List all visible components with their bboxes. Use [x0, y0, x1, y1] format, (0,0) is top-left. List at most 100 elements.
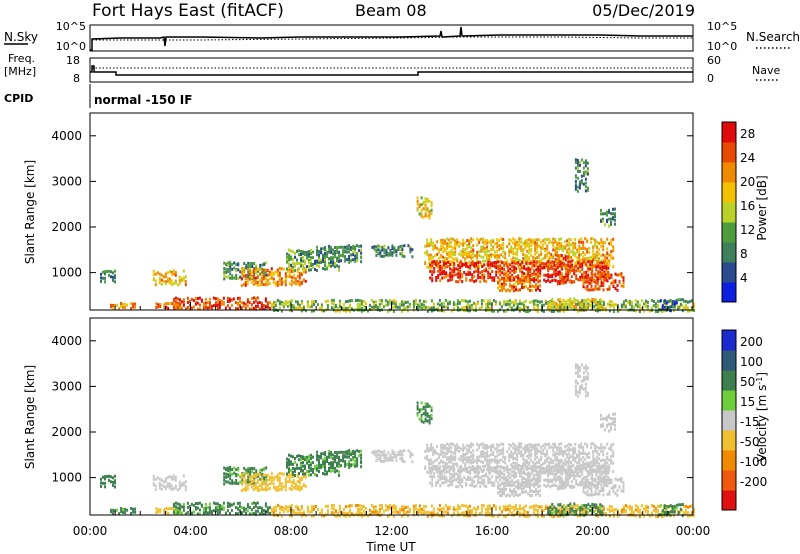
velocity-cell — [535, 477, 537, 481]
velocity-cell — [536, 449, 539, 453]
power-cell — [426, 209, 429, 213]
velocity-cell — [424, 417, 427, 421]
velocity-cell — [246, 487, 249, 491]
power-cell — [671, 300, 674, 304]
power-cell — [464, 305, 467, 309]
velocity-cell — [256, 472, 259, 476]
power-cell — [496, 238, 499, 242]
power-cell — [449, 278, 452, 282]
velocity-cell — [519, 474, 521, 478]
power-cell — [444, 241, 447, 245]
velocity-cell — [352, 456, 355, 460]
power-cell — [534, 252, 537, 256]
power-cell — [300, 271, 303, 275]
power-cell — [334, 305, 337, 309]
power-cell — [557, 298, 560, 302]
velocity-cell — [174, 478, 177, 482]
velocity-cell — [556, 469, 559, 473]
power-cell — [543, 266, 546, 270]
power-cell — [268, 277, 271, 281]
power-cell — [578, 180, 581, 184]
velocity-cell — [409, 452, 412, 456]
power-cell — [450, 245, 453, 249]
power-cell — [374, 305, 377, 309]
power-cell — [336, 309, 339, 313]
power-cell — [535, 288, 537, 292]
power-cell — [474, 302, 477, 306]
power-cell — [547, 267, 550, 271]
power-cell — [602, 241, 605, 244]
power-cell — [428, 258, 431, 262]
velocity-cell — [438, 461, 441, 465]
power-cell — [602, 303, 605, 306]
power-cell — [558, 299, 561, 303]
power-cell — [534, 257, 537, 261]
velocity-cell — [302, 483, 305, 487]
power-cell — [592, 237, 595, 241]
velocity-cell — [612, 454, 615, 458]
power-cell — [676, 307, 679, 311]
velocity-cell — [525, 466, 528, 470]
power-cell — [556, 309, 559, 313]
velocity-cell — [446, 470, 449, 474]
power-cell — [429, 269, 432, 273]
power-cell — [574, 261, 577, 265]
power-cell — [435, 276, 438, 279]
velocity-cell — [610, 478, 613, 482]
power-cell — [440, 309, 443, 313]
power-cell — [483, 279, 486, 283]
power-cell — [332, 258, 335, 262]
velocity-cell — [437, 467, 440, 471]
power-cell — [255, 264, 258, 268]
velocity-cell — [459, 480, 462, 484]
power-cell — [554, 274, 557, 278]
velocity-cell — [488, 445, 491, 449]
power-cell — [480, 262, 483, 266]
velocity-cell — [512, 452, 515, 456]
velocity-cell — [395, 458, 398, 462]
velocity-cell — [608, 469, 611, 473]
power-cell — [378, 303, 381, 307]
velocity-cell — [395, 455, 398, 459]
power-colorbar-swatch — [722, 142, 736, 163]
power-cell — [499, 260, 502, 264]
power-cell — [310, 300, 313, 304]
velocity-cell — [510, 450, 513, 454]
velocity-cell — [601, 470, 604, 474]
velocity-cell — [582, 445, 585, 449]
velocity-cell — [542, 444, 545, 448]
power-cell — [608, 242, 611, 246]
velocity-cell — [594, 449, 597, 453]
velocity-cell — [504, 457, 507, 461]
velocity-cell — [568, 446, 571, 450]
velocity-cell — [540, 446, 543, 449]
velocity-cell — [242, 479, 245, 483]
velocity-cell — [200, 504, 203, 508]
power-cell — [280, 301, 283, 305]
power-cell — [228, 299, 231, 303]
velocity-cell — [416, 413, 419, 417]
power-cell — [663, 301, 666, 305]
velocity-cell — [298, 481, 301, 485]
velocity-cell — [600, 477, 603, 481]
power-cell — [644, 305, 647, 309]
velocity-cell — [607, 478, 610, 482]
velocity-cell — [517, 493, 519, 497]
power-cell — [477, 264, 480, 268]
velocity-cell — [520, 442, 523, 446]
velocity-cell — [504, 455, 507, 459]
power-cell — [134, 305, 137, 309]
power-cell — [470, 256, 473, 260]
velocity-cell — [294, 460, 296, 464]
velocity-cell — [165, 510, 168, 514]
velocity-cell — [318, 466, 320, 470]
velocity-cell — [202, 511, 205, 515]
power-cell — [503, 272, 505, 276]
velocity-cell — [229, 468, 232, 472]
velocity-cell — [588, 493, 591, 497]
power-cell — [294, 279, 297, 282]
velocity-cell — [502, 443, 505, 446]
power-cell — [445, 275, 448, 279]
